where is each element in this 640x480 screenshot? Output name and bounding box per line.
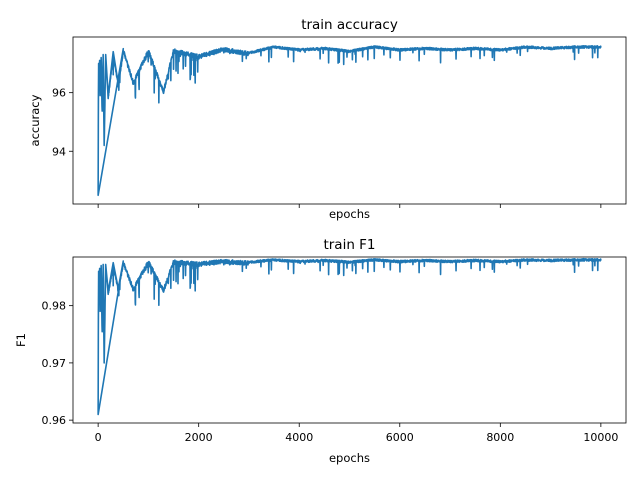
f1-xtick-label: 10000 (583, 431, 618, 444)
f1-xtick-label: 6000 (386, 431, 414, 444)
accuracy-ticks: 94 96 (52, 87, 602, 208)
accuracy-series-line (97, 45, 602, 197)
f1-ytick-label: 0.97 (42, 357, 67, 370)
accuracy-ytick-label: 94 (52, 145, 66, 158)
f1-title: train F1 (323, 237, 375, 253)
f1-xtick-label: 0 (95, 431, 102, 444)
f1-xlabel: epochs (329, 451, 370, 465)
f1-ytick-label: 0.98 (42, 300, 67, 313)
f1-xtick-label: 2000 (185, 431, 213, 444)
accuracy-ylabel: accuracy (28, 94, 42, 146)
accuracy-ytick-label: 96 (52, 87, 66, 100)
accuracy-line-group (97, 45, 602, 197)
accuracy-xlabel: epochs (329, 207, 370, 221)
f1-axes-frame (72, 256, 627, 424)
f1-xtick-label: 8000 (486, 431, 514, 444)
f1-xtick-label: 4000 (285, 431, 313, 444)
f1-subplot: 0 2000 4000 6000 8000 10000 0.96 0.97 0.98 train… (14, 237, 627, 465)
accuracy-axes-frame (72, 36, 627, 205)
f1-ytick-label: 0.96 (42, 414, 67, 427)
accuracy-title: train accuracy (301, 17, 398, 33)
accuracy-subplot: 94 96 train accuracy epochs accuracy (28, 17, 627, 221)
f1-series-line (97, 257, 602, 416)
f1-ticks: 0 2000 4000 6000 8000 10000 0.96 0.97 0.98 (42, 300, 619, 444)
f1-line-group (97, 257, 602, 416)
f1-ylabel: F1 (14, 333, 28, 347)
